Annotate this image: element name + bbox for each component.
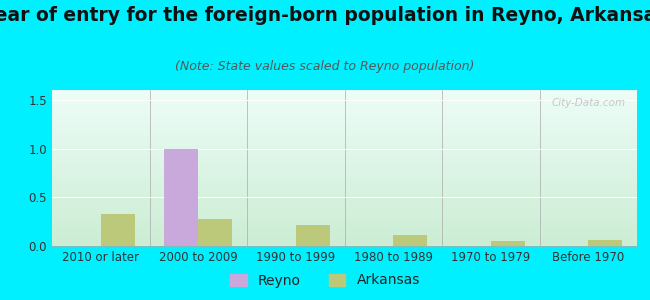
- Text: (Note: State values scaled to Reyno population): (Note: State values scaled to Reyno popu…: [176, 60, 474, 73]
- Bar: [164, 148, 198, 246]
- Bar: [296, 224, 330, 246]
- Legend: Reyno, Arkansas: Reyno, Arkansas: [225, 268, 425, 293]
- Bar: [491, 241, 525, 246]
- Bar: [393, 235, 428, 246]
- Bar: [198, 219, 233, 246]
- Text: City-Data.com: City-Data.com: [551, 98, 625, 108]
- Bar: [101, 214, 135, 246]
- Bar: [588, 240, 623, 246]
- Text: Year of entry for the foreign-born population in Reyno, Arkansas: Year of entry for the foreign-born popul…: [0, 6, 650, 25]
